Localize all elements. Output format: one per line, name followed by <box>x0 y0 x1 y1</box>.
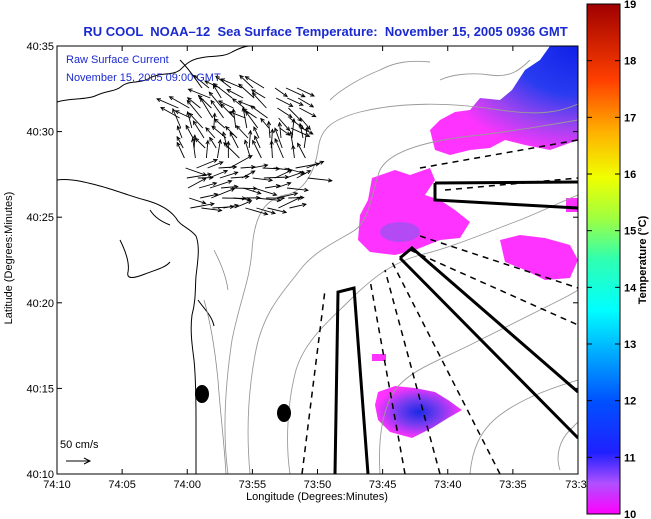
x-tick-label: 74:10 <box>43 479 71 491</box>
sst-patch-central-cool <box>380 222 420 242</box>
lane-solid-diagonal <box>398 246 578 440</box>
x-tick-label: 73:40 <box>434 479 462 491</box>
buoy-marker <box>277 404 291 422</box>
y-ticks: 40:35 40:30 40:25 40:20 40:15 40:10 <box>26 41 578 481</box>
lane-solid-central <box>333 286 370 474</box>
y-tick-label: 40:30 <box>26 127 54 139</box>
colorbar-tick-label: 10 <box>624 509 636 519</box>
colorbar-tick-label: 15 <box>624 226 636 238</box>
legend-line2: November 15, 2005 09:00 GMT <box>66 72 221 84</box>
y-tick-label: 40:25 <box>26 212 54 224</box>
sst-patches <box>358 46 578 438</box>
y-axis-title: Latitude (Degrees:Minutes) <box>3 192 15 325</box>
colorbar-tick-label: 14 <box>624 282 637 294</box>
x-tick-label: 73:35 <box>499 479 527 491</box>
shipping-lanes <box>301 139 578 474</box>
colorbar-tick-label: 17 <box>624 112 636 124</box>
sst-patch-edge <box>566 198 578 212</box>
sst-patch-south <box>375 386 462 438</box>
colorbar-tick-label: 18 <box>624 56 636 68</box>
colorbar-ticks: 19 18 17 16 15 14 13 12 11 10 <box>587 0 637 519</box>
x-tick-label: 73:3 <box>565 479 586 491</box>
x-tick-label: 73:50 <box>304 479 332 491</box>
y-tick-label: 40:10 <box>26 469 54 481</box>
colorbar-tick-label: 16 <box>624 169 636 181</box>
map-title: RU COOL NOAA–12 Sea Surface Temperature:… <box>83 24 568 39</box>
y-tick-label: 40:35 <box>26 41 54 53</box>
x-axis-title: Longitude (Degrees:Minutes) <box>246 491 388 503</box>
buoy-marker <box>195 385 209 403</box>
colorbar-tick-label: 11 <box>624 452 636 464</box>
coastline <box>57 46 251 474</box>
y-tick-label: 40:20 <box>26 298 54 310</box>
scale-arrow <box>66 457 92 465</box>
surface-current-vectors <box>156 74 333 216</box>
y-tick-label: 40:15 <box>26 383 54 395</box>
sst-patch-central <box>358 168 470 255</box>
x-tick-label: 73:55 <box>239 479 267 491</box>
bathymetry-contours <box>224 59 578 474</box>
legend-line1: Raw Surface Current <box>66 54 169 66</box>
colorbar-tick-label: 19 <box>624 0 636 11</box>
colorbar-label: Temperature (°C) <box>637 215 649 304</box>
lane-dashed <box>301 139 578 474</box>
scale-label: 50 cm/s <box>60 439 99 451</box>
shore-detail <box>203 249 229 474</box>
colorbar-tick-label: 13 <box>624 339 636 351</box>
x-ticks: 74:10 74:05 74:00 73:55 73:50 73:45 73:40 73:35… <box>43 46 587 491</box>
sst-patch-northeast <box>430 46 578 155</box>
colorbar-tick-label: 12 <box>624 396 636 408</box>
sst-patch-small <box>372 354 386 361</box>
x-tick-label: 74:00 <box>173 479 201 491</box>
x-tick-label: 74:05 <box>108 479 136 491</box>
sst-patch-east <box>500 235 578 280</box>
colorbar <box>586 3 621 515</box>
lane-solid-east <box>433 180 578 210</box>
x-tick-label: 73:45 <box>369 479 397 491</box>
